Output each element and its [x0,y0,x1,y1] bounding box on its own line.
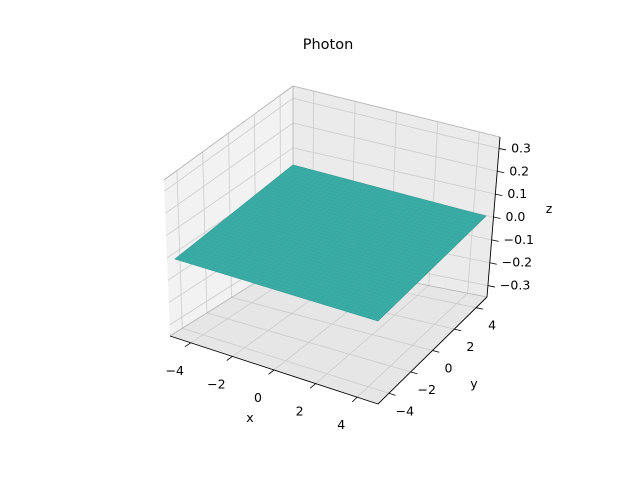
x-axis: −4 −2 0 2 4 [166,342,358,432]
mesh-line [254,195,451,251]
mesh-line [347,208,458,312]
z-tick-mark [497,170,505,174]
x-tick-label: 2 [296,404,304,419]
mesh-line [239,207,438,264]
mesh-line [287,169,481,222]
surface [174,164,487,322]
mesh-line [275,178,470,232]
mesh-line [332,204,443,308]
x-tick-mark [184,342,192,347]
z-tick-mark [498,148,507,151]
mesh-line [352,209,462,314]
mesh-line [272,181,468,235]
y-tick-label: 4 [488,318,496,333]
x-tick-label: 4 [337,417,345,432]
x-tick-mark [268,369,275,375]
x-tick-mark [310,383,316,389]
mesh-line [311,199,424,301]
y-tick-label: 2 [466,339,474,354]
mesh-line [251,197,449,253]
z-axis-label: z [546,201,553,216]
x-tick-mark [226,356,233,361]
mesh-line [362,212,472,317]
x-tick-label: −2 [207,376,225,391]
mesh-line [367,213,477,319]
y-tick-mark [454,328,462,332]
mesh-line [301,196,414,298]
mesh-line [281,174,476,227]
y-tick-label: −2 [417,382,435,397]
y-tick-mark [476,307,484,310]
y-axis-label: y [470,376,478,391]
z-tick-mark [491,239,499,242]
edge-line [163,85,294,181]
mesh-line [296,195,409,297]
x-tick-label: 0 [254,390,262,405]
surface-mesh [177,166,484,320]
z-tick-label: −0.1 [504,232,534,247]
mesh-line [291,194,405,295]
mesh-line [337,205,448,309]
mesh-line [245,202,443,259]
mesh-line [233,211,433,269]
z-tick-label: −0.2 [502,255,532,270]
y-tick-label: 0 [445,361,453,376]
mesh-line [269,183,465,238]
z-tick-label: 0.3 [511,140,531,155]
z-tick-label: −0.3 [500,278,530,293]
mesh-line [306,198,419,300]
mesh-line [284,171,478,225]
mesh-line [248,200,446,256]
mesh-line [266,186,462,240]
mesh-line [322,201,434,305]
mesh-line [242,204,441,261]
z-axis: −0.3 −0.2 −0.1 0.0 0.1 0.2 0.3 [487,140,534,293]
y-tick-label: −4 [396,403,414,418]
mesh-line [236,209,435,267]
mesh-line [281,191,395,292]
mesh-line [372,214,482,320]
mesh-line [327,203,438,306]
x-tick-label: −4 [166,363,184,378]
mesh-line [290,167,484,219]
mesh-line [278,176,473,230]
chart-title: Photon [303,37,354,53]
z-tick-mark [487,285,496,288]
x-tick-mark [351,396,358,403]
mesh-line [257,193,454,248]
y-tick-mark [388,392,396,396]
mesh-line [342,206,453,311]
y-tick-mark [410,371,418,375]
x-axis-label: x [246,410,253,425]
pane-floor [170,259,487,404]
z-tick-label: 0.1 [507,186,527,201]
z-tick-mark [495,193,503,197]
y-tick-mark [432,350,440,353]
z-tick-label: 0.0 [506,209,526,224]
z-tick-label: 0.2 [509,163,529,178]
z-tick-mark [489,262,497,265]
z-tick-mark [493,216,501,219]
mesh-line [263,188,460,243]
y-axis: −4−2 024 [388,307,496,418]
mesh-line [286,192,400,294]
edge-line [292,85,501,138]
mesh-line [357,210,467,315]
mesh-line [316,200,429,303]
mesh-line [260,190,457,246]
